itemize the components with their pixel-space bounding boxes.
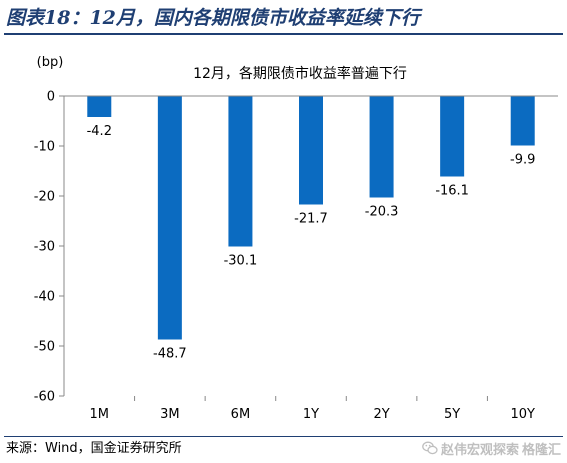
- bar: [440, 96, 465, 177]
- watermark-text: 赵伟宏观探索: [440, 442, 519, 458]
- bar: [510, 96, 535, 146]
- data-label: -4.2: [87, 124, 112, 139]
- bar: [369, 96, 394, 198]
- figure-title: 图表18：12月，国内各期限债市收益率延续下行: [6, 7, 420, 29]
- data-label: -16.1: [435, 184, 469, 199]
- bar: [299, 96, 323, 205]
- y-tick-label: -30: [34, 240, 55, 255]
- y-tick-label: -20: [34, 190, 55, 205]
- source-note: 来源：Wind，国金证券研究所: [6, 441, 182, 456]
- chart-title: 12月，各期限债市收益率普遍下行: [193, 65, 407, 82]
- data-label: -9.9: [510, 153, 535, 168]
- x-tick-label: 1Y: [303, 407, 319, 422]
- y-tick-label: -40: [34, 290, 55, 305]
- y-tick-label: -10: [34, 140, 55, 155]
- bar: [228, 96, 253, 247]
- data-label: -30.1: [224, 254, 258, 269]
- bar-chart: 12月，各期限债市收益率普遍下行 (bp) 0 -10 -20 -30 -40 -50 -6…: [34, 55, 558, 422]
- data-label: -20.3: [365, 205, 399, 220]
- y-tick-label: 0: [47, 90, 55, 105]
- watermark-text-2: 格隆汇: [521, 442, 561, 458]
- data-label: -21.7: [294, 212, 328, 227]
- x-tick-label: 6M: [231, 407, 251, 422]
- source-divider: [4, 436, 563, 437]
- data-label: -48.7: [153, 347, 187, 362]
- watermark: 赵伟宏观探索 格隆汇: [422, 436, 561, 460]
- plot-area: 0 -10 -20 -30 -40 -50 -60 -4.2 -48.7 -30.1 -21.7 -2…: [34, 90, 558, 422]
- y-tick-label: -60: [34, 390, 55, 405]
- y-unit-label: (bp): [37, 55, 64, 70]
- bar: [87, 96, 112, 117]
- x-tick-label: 10Y: [510, 407, 535, 422]
- wechat-icon: [422, 441, 438, 455]
- bar: [157, 96, 182, 340]
- title-divider: [4, 33, 563, 35]
- x-tick-label: 2Y: [373, 407, 389, 422]
- x-tick-label: 5Y: [444, 407, 460, 422]
- y-tick-label: -50: [34, 340, 55, 355]
- x-tick-label: 3M: [160, 407, 180, 422]
- x-tick-label: 1M: [90, 407, 110, 422]
